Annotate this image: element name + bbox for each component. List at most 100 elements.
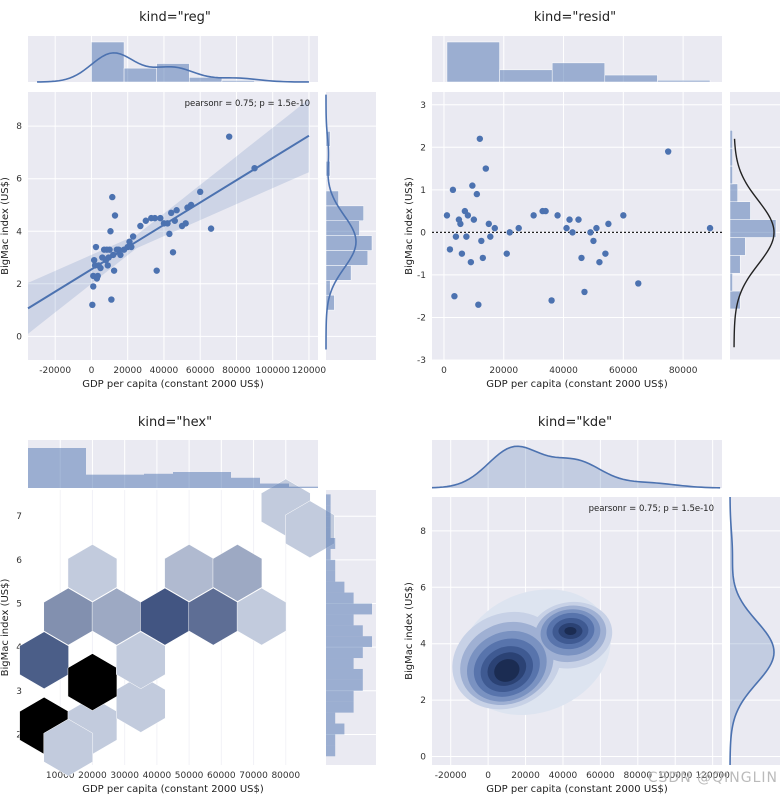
data-point	[251, 164, 258, 172]
data-point	[173, 207, 180, 214]
residual-point	[581, 288, 588, 296]
x-tick-label: 40000	[549, 771, 578, 781]
residual-point	[605, 220, 612, 228]
y-tick-label: 5	[16, 599, 22, 609]
x-tick-label: 70000	[239, 771, 268, 781]
normal-fit-line	[733, 138, 775, 348]
data-point	[137, 222, 144, 230]
marginal-hist-bar	[551, 62, 606, 83]
x-tick-label: -20000	[435, 771, 467, 781]
y-tick-label: 4	[16, 227, 22, 237]
residual-point	[635, 280, 642, 287]
marginal-hist-bar	[729, 165, 733, 185]
x-tick-label: 20000	[489, 366, 518, 376]
hex-bin	[212, 544, 263, 602]
marginal-hist-bar	[729, 130, 733, 149]
x-tick-label: 20000	[113, 366, 142, 376]
marginal-hist-bar	[326, 690, 354, 702]
y-tick-label: 0	[16, 332, 22, 342]
residual-point	[469, 182, 476, 189]
residual-point	[503, 250, 510, 257]
residual-point	[449, 186, 457, 194]
x-axis-label: GDP per capita (constant 2000 US$)	[486, 379, 668, 390]
data-point	[115, 246, 122, 253]
y-tick-label: 8	[16, 122, 22, 132]
data-point	[153, 267, 160, 274]
marginal-hist-bar	[499, 69, 553, 83]
kde-contour	[564, 627, 577, 635]
y-tick-label: -3	[417, 356, 426, 366]
data-point	[207, 225, 215, 232]
marginal-hist-bar	[326, 701, 354, 713]
marginal-hist-bar	[325, 280, 331, 296]
stats-annotation: pearsonr = 0.75; p = 1.5e-10	[185, 99, 310, 109]
marginal-hist-bar	[326, 494, 331, 506]
x-tick-label: 20000	[511, 771, 540, 781]
residual-point	[590, 237, 597, 245]
y-tick-label: -2	[417, 313, 426, 323]
y-tick-label: 3	[16, 687, 22, 697]
marginal-hist-bar	[28, 448, 57, 488]
residual-point	[479, 254, 487, 262]
marginal-hist-bar	[326, 527, 331, 539]
residual-point	[575, 216, 582, 223]
data-point	[164, 220, 171, 227]
y-axis-label: BigMac index (US$)	[404, 177, 415, 275]
plot-panel	[432, 92, 722, 360]
data-point	[171, 217, 179, 224]
chart-title: kind="kde"	[538, 415, 612, 430]
residual-point	[476, 135, 484, 142]
data-point	[94, 272, 101, 280]
marginal-hist-bar	[729, 183, 738, 203]
marginal-hist-bar	[326, 636, 372, 648]
data-point	[104, 262, 111, 269]
marginal-hist-bar	[86, 474, 115, 488]
data-point	[117, 251, 124, 259]
y-tick-label: 3	[420, 101, 426, 111]
marginal-hist-bar	[123, 67, 157, 83]
marginal-hist-bar	[326, 538, 336, 549]
chart-title: kind="reg"	[139, 10, 211, 25]
marginal-hist-bar	[326, 559, 336, 571]
marginal-hist-bar	[326, 603, 372, 615]
data-point	[106, 246, 113, 253]
x-axis-label: GDP per capita (constant 2000 US$)	[82, 784, 264, 795]
data-point	[187, 201, 195, 209]
data-point	[90, 256, 98, 264]
residual-point	[446, 246, 454, 253]
data-point	[109, 251, 117, 259]
marginal-hist-bar	[326, 734, 336, 746]
data-point	[182, 220, 189, 227]
y-axis-label: BigMac index (US$)	[0, 579, 11, 677]
marginal-hist-bar	[325, 205, 364, 221]
residual-point	[458, 250, 466, 257]
x-axis-label: GDP per capita (constant 2000 US$)	[486, 784, 668, 795]
y-tick-label: 1	[420, 186, 426, 196]
marginal-hist-bar	[326, 679, 363, 691]
marginal-hist-bar	[729, 147, 733, 167]
y-tick-label: 4	[16, 643, 22, 653]
data-point	[166, 230, 173, 238]
marginal-kde-line	[729, 496, 775, 766]
residual-point	[563, 224, 570, 232]
marginal-hist-bar	[729, 290, 741, 310]
residual-point	[452, 233, 460, 240]
data-point	[108, 296, 115, 303]
y-tick-label: 6	[16, 556, 22, 566]
residual-point	[706, 224, 714, 232]
residual-point	[542, 207, 549, 215]
data-point	[109, 193, 116, 201]
y-tick-label: 0	[420, 228, 426, 238]
residual-point	[475, 301, 482, 308]
x-tick-label: 40000	[143, 771, 172, 781]
joint-plot-reg: -20000 0 20000 40000 60000 80000 100000 120000 0…	[0, 10, 376, 390]
marginal-hist-bar	[189, 77, 223, 83]
x-tick-label: 120000	[292, 366, 327, 376]
hex-bin	[43, 718, 94, 777]
x-tick-label: 60000	[186, 366, 215, 376]
x-tick-label: 100000	[256, 366, 291, 376]
data-point	[92, 243, 100, 251]
residual-point	[464, 212, 472, 219]
residual-point	[530, 212, 537, 219]
